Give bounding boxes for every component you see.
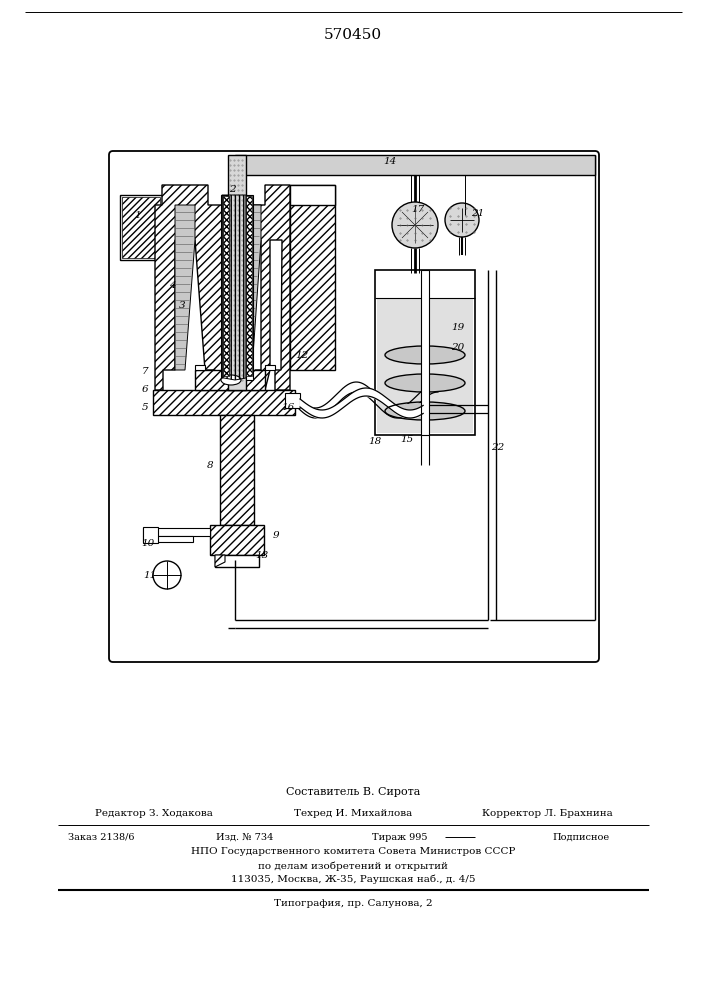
Bar xyxy=(215,555,259,567)
Text: 113035, Москва, Ж-35, Раушская наб., д. 4/5: 113035, Москва, Ж-35, Раушская наб., д. … xyxy=(230,874,475,884)
Text: 8: 8 xyxy=(206,460,214,470)
Text: 14: 14 xyxy=(383,158,397,167)
Bar xyxy=(223,196,229,376)
Ellipse shape xyxy=(221,375,241,385)
Polygon shape xyxy=(265,365,275,370)
Text: 14: 14 xyxy=(383,157,397,166)
Ellipse shape xyxy=(386,375,464,391)
Bar xyxy=(377,272,473,298)
Bar xyxy=(143,536,193,542)
Polygon shape xyxy=(195,370,265,390)
Polygon shape xyxy=(195,365,205,370)
Text: 6: 6 xyxy=(141,385,148,394)
Text: Заказ 2138/6: Заказ 2138/6 xyxy=(68,832,134,842)
Bar xyxy=(285,393,300,408)
Text: по делам изобретений и открытий: по делам изобретений и открытий xyxy=(258,861,448,871)
Text: Подписное: Подписное xyxy=(553,832,610,842)
Text: Редактор З. Ходакова: Редактор З. Ходакова xyxy=(95,808,213,818)
Text: 16: 16 xyxy=(281,403,295,412)
Text: 13: 13 xyxy=(255,550,269,560)
Text: 18: 18 xyxy=(368,438,382,446)
Text: 20: 20 xyxy=(451,344,464,353)
Text: 19: 19 xyxy=(451,324,464,332)
Bar xyxy=(235,155,595,175)
Text: Составитель В. Сирота: Составитель В. Сирота xyxy=(286,787,420,797)
Bar xyxy=(377,272,473,433)
Bar xyxy=(228,155,246,390)
Bar xyxy=(122,197,160,258)
Polygon shape xyxy=(175,205,195,370)
Text: 4: 4 xyxy=(169,280,175,290)
Bar xyxy=(421,435,429,465)
Text: Изд. № 734: Изд. № 734 xyxy=(216,832,274,842)
Text: 12: 12 xyxy=(296,351,309,360)
Text: 15: 15 xyxy=(400,436,414,444)
Circle shape xyxy=(153,561,181,589)
Text: 570450: 570450 xyxy=(324,28,382,42)
Text: 11: 11 xyxy=(144,570,157,580)
Text: 3: 3 xyxy=(179,300,185,310)
Circle shape xyxy=(445,203,479,237)
Bar xyxy=(246,196,252,376)
Bar xyxy=(210,525,264,555)
Text: НПО Государственного комитета Совета Министров СССР: НПО Государственного комитета Совета Мин… xyxy=(191,848,515,856)
Text: 22: 22 xyxy=(491,444,505,452)
Text: Корректор Л. Брахнина: Корректор Л. Брахнина xyxy=(482,808,613,818)
Circle shape xyxy=(392,202,438,248)
Bar xyxy=(421,270,429,435)
Bar xyxy=(290,185,335,370)
Polygon shape xyxy=(215,555,225,567)
Polygon shape xyxy=(244,205,261,370)
Text: 17: 17 xyxy=(411,206,425,215)
Bar xyxy=(375,270,475,435)
Text: 10: 10 xyxy=(141,538,155,548)
Text: 5: 5 xyxy=(141,402,148,412)
Text: Техред И. Михайлова: Техред И. Михайлова xyxy=(294,808,412,818)
Text: 9: 9 xyxy=(273,530,279,540)
Bar xyxy=(220,415,254,525)
Bar xyxy=(143,527,158,543)
Bar xyxy=(246,195,253,380)
Text: Тираж 995: Тираж 995 xyxy=(373,832,428,842)
Text: 1: 1 xyxy=(135,211,141,220)
Polygon shape xyxy=(155,185,225,390)
Bar xyxy=(143,528,210,536)
Bar xyxy=(290,185,335,205)
Bar xyxy=(120,195,162,260)
Polygon shape xyxy=(250,185,290,390)
Text: 7: 7 xyxy=(141,367,148,376)
Polygon shape xyxy=(153,390,295,415)
Text: Типография, пр. Салунова, 2: Типография, пр. Салунова, 2 xyxy=(274,900,432,908)
Text: 21: 21 xyxy=(472,209,484,218)
Text: 2: 2 xyxy=(228,186,235,194)
Ellipse shape xyxy=(386,347,464,363)
Bar xyxy=(221,195,228,380)
Ellipse shape xyxy=(386,403,464,419)
